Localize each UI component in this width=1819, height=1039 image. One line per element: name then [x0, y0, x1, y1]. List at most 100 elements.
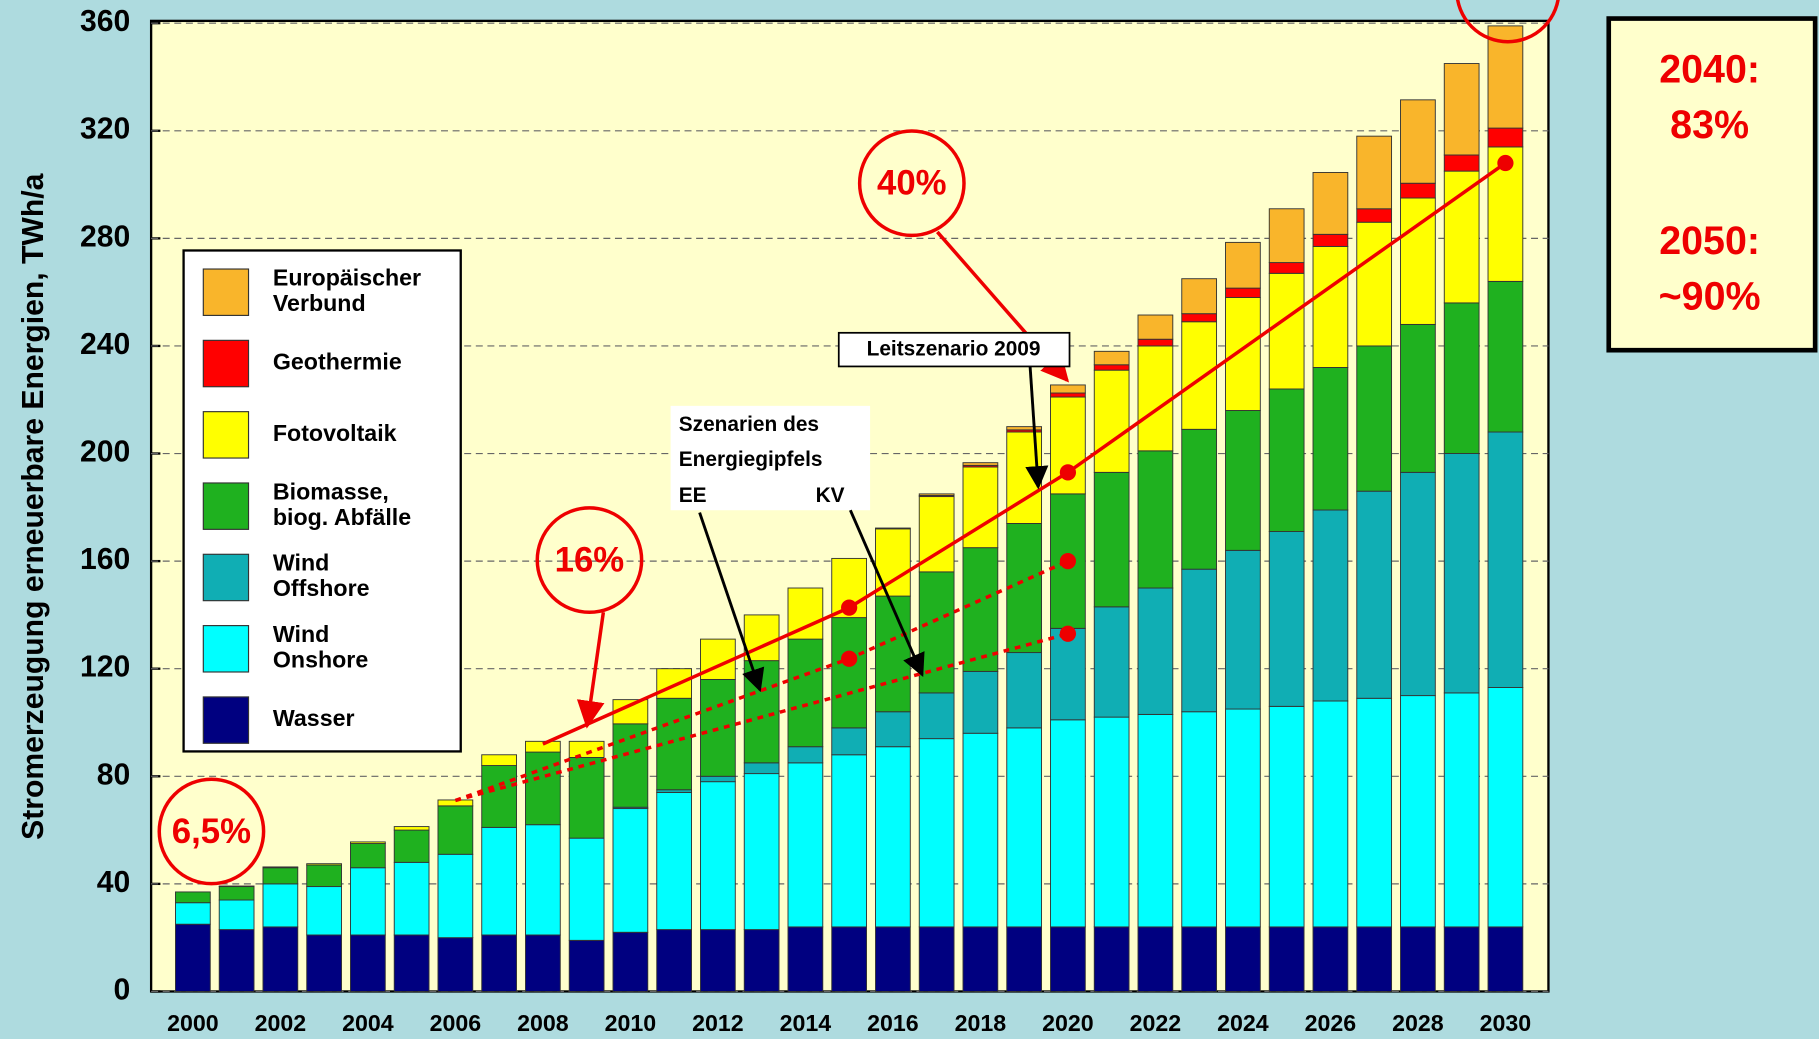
bar-segment — [218, 899, 255, 931]
bar-segment — [481, 765, 517, 828]
bar-segment — [875, 595, 911, 713]
x-tick-label: 2026 — [1305, 1010, 1357, 1036]
bar-segment — [1137, 926, 1174, 992]
bar-segment — [437, 805, 474, 855]
x-tick-label: 2008 — [517, 1010, 569, 1036]
bar-segment — [218, 885, 255, 888]
outlook-box — [1606, 16, 1818, 353]
bar-segment — [1268, 926, 1305, 992]
outlook-text: 2040: — [1659, 47, 1760, 91]
bar-segment — [437, 853, 474, 939]
bar-segment — [1006, 426, 1043, 431]
bar-segment — [1400, 99, 1436, 184]
annotation: Szenarien des — [679, 413, 819, 436]
bar-segment — [568, 939, 605, 992]
bar-segment — [1137, 345, 1174, 452]
bar-segment — [1050, 384, 1086, 394]
bar-segment — [918, 493, 955, 496]
bar-segment — [1225, 549, 1261, 710]
bar-segment — [1312, 172, 1349, 235]
scenario-point — [841, 599, 858, 616]
bar-segment — [787, 746, 824, 764]
bar-segment — [1006, 926, 1043, 992]
bar-segment — [1268, 208, 1305, 264]
bar-segment — [393, 934, 430, 992]
bar-segment — [1006, 727, 1043, 928]
bar-segment — [1006, 652, 1043, 729]
bar-segment — [1443, 63, 1480, 156]
y-tick-label: 0 — [113, 973, 130, 1006]
legend-swatch — [202, 625, 250, 673]
bar-segment — [1181, 711, 1218, 928]
bar-segment — [393, 826, 430, 831]
arrow — [849, 509, 925, 678]
bar-segment — [787, 926, 824, 992]
bar-segment — [262, 867, 299, 885]
bar-segment — [1137, 587, 1174, 715]
x-tick-label: 2010 — [605, 1010, 657, 1036]
bar-segment — [875, 711, 911, 748]
bar-segment — [1443, 154, 1480, 172]
bar-segment — [1181, 926, 1218, 992]
bar-segment — [481, 826, 517, 936]
scenario-line — [454, 632, 1069, 803]
bar-segment — [1225, 297, 1261, 411]
circle — [857, 129, 966, 238]
y-tick-label: 160 — [80, 543, 130, 576]
bar-segment — [962, 670, 999, 734]
x-tick-label: 2022 — [1130, 1010, 1182, 1036]
bar-segment — [656, 668, 692, 699]
bar-segment — [437, 937, 474, 992]
bar-segment — [743, 660, 780, 764]
share-label: 40% — [877, 165, 947, 203]
bar-segment — [1443, 692, 1480, 928]
bar-segment — [568, 756, 605, 839]
legend-label: Geothermie — [273, 349, 402, 375]
bar-segment — [218, 886, 255, 901]
y-tick-label: 360 — [80, 5, 130, 38]
x-tick-label: 2014 — [780, 1010, 832, 1036]
x-tick-label: 2024 — [1217, 1010, 1269, 1036]
bar-segment — [743, 762, 780, 775]
bar-segment — [1137, 314, 1174, 340]
bar-segment — [350, 843, 386, 869]
bar-segment — [656, 791, 692, 931]
bar-segment — [1443, 453, 1480, 694]
y-tick-label: 240 — [80, 328, 130, 361]
bar-segment — [1137, 713, 1174, 928]
legend-swatch — [202, 268, 250, 316]
x-tick-label: 2012 — [692, 1010, 744, 1036]
x-tick-label: 2028 — [1392, 1010, 1444, 1036]
bar-segment — [1312, 233, 1349, 247]
legend-swatch — [202, 411, 250, 459]
bar-segment — [875, 926, 911, 992]
bar-segment — [1312, 700, 1349, 928]
bar-segment — [1487, 926, 1524, 992]
bar-segment — [962, 926, 999, 992]
bar-segment — [262, 883, 299, 928]
legend-label: Fotovoltaik — [273, 420, 397, 446]
x-tick-label: 2002 — [255, 1010, 307, 1036]
bar-segment — [831, 926, 868, 992]
bar-segment — [350, 934, 386, 992]
bar-segment — [612, 808, 649, 933]
bar-segment — [1356, 490, 1393, 699]
bar-segment — [568, 837, 605, 941]
bar-segment — [1093, 369, 1130, 473]
bar-segment — [481, 754, 517, 766]
bar-segment — [306, 934, 342, 992]
bar-segment — [700, 929, 736, 992]
bar-segment — [787, 638, 824, 748]
bar-segment — [175, 902, 211, 925]
bar-segment — [1225, 410, 1261, 551]
bar-segment — [875, 527, 911, 530]
bar-segment — [1443, 302, 1480, 454]
bar-segment — [918, 738, 955, 928]
bar-segment — [1356, 208, 1393, 223]
x-tick-label: 2000 — [167, 1010, 219, 1036]
bar-segment — [831, 754, 868, 928]
bar-segment — [1400, 926, 1436, 992]
x-tick-label: 2030 — [1480, 1010, 1532, 1036]
bar-segment — [875, 528, 911, 597]
